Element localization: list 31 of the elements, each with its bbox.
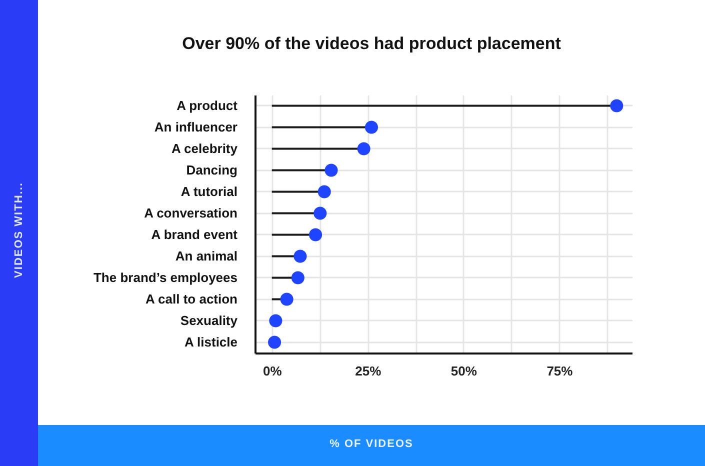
y-tick-label: Sexuality (180, 312, 238, 328)
chart-title: Over 90% of the videos had product placement (182, 34, 562, 53)
text: VIDEOS WITH... (13, 182, 25, 278)
y-tick-label: An influencer (154, 119, 238, 134)
point (309, 228, 322, 242)
y-tick-label: A conversation (144, 205, 238, 220)
point (610, 99, 624, 112)
text: % OF VIDEOS (328, 438, 414, 450)
x-tick-label: 0% (262, 364, 282, 378)
y-tick-label: A call to action (146, 291, 238, 306)
point (324, 164, 338, 177)
x-tick-label: 75% (546, 364, 574, 378)
y-tick-label: Dancing (186, 162, 238, 178)
point (364, 120, 378, 134)
y-tick-label: A product (176, 98, 238, 113)
x-tick-label: 25% (355, 364, 382, 378)
y-tick-label: The brand’s employees (93, 270, 238, 285)
y-tick-label: A listicle (184, 334, 238, 350)
point (269, 314, 282, 328)
point (314, 206, 327, 220)
point (357, 142, 370, 156)
point (294, 250, 307, 263)
y-tick-label: A celebrity (172, 140, 238, 156)
point (268, 336, 282, 349)
y-tick-label: A brand event (151, 226, 238, 242)
y-tick-label: An animal (175, 248, 238, 264)
point (291, 271, 304, 284)
y-tick-label: A tutorial (180, 184, 238, 199)
x-tick-label: 50% (450, 364, 478, 378)
point (280, 292, 294, 306)
point (318, 185, 331, 198)
